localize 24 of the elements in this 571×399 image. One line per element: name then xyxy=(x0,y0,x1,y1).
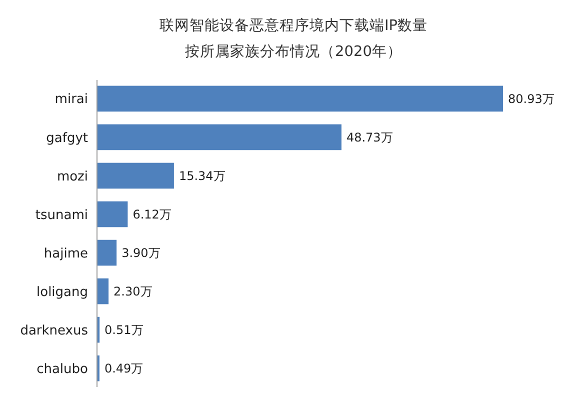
chart-title: 联网智能设备恶意程序境内下载端IP数量 xyxy=(159,17,428,34)
bar xyxy=(97,278,109,304)
data-label: 80.93万 xyxy=(508,92,554,106)
y-tick-label: hajime xyxy=(44,246,88,262)
bar xyxy=(97,162,174,189)
data-label: 3.90万 xyxy=(122,246,160,260)
data-label: 6.12万 xyxy=(132,207,172,222)
y-tick-label: tsunami xyxy=(35,208,88,223)
bar xyxy=(97,124,342,150)
bar xyxy=(97,86,503,112)
y-tick-label: gafgyt xyxy=(46,130,88,146)
y-tick-label: loligang xyxy=(36,284,88,300)
y-tick-label: chalubo xyxy=(36,362,88,377)
data-label: 2.30万 xyxy=(114,284,152,298)
data-label: 15.34万 xyxy=(178,168,226,183)
bar xyxy=(97,240,117,266)
y-tick-label: mirai xyxy=(54,92,88,108)
chart-subtitle: 按所属家族分布情况（2020年） xyxy=(185,43,402,60)
data-label: 48.73万 xyxy=(346,130,393,144)
bar xyxy=(97,201,128,228)
y-tick-label: mozi xyxy=(56,169,88,184)
y-tick-label: darknexus xyxy=(20,323,88,338)
data-label: 0.49万 xyxy=(104,362,144,376)
data-label: 0.51万 xyxy=(104,323,144,337)
